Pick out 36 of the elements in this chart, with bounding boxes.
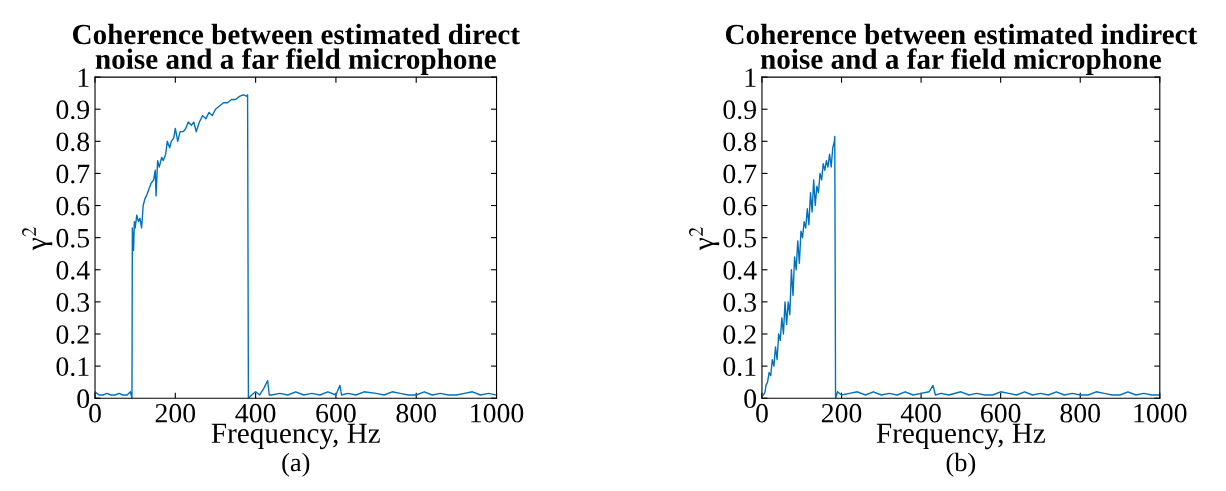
x-tick-label: 600	[316, 403, 356, 423]
y-tick-label: 0.1	[723, 357, 756, 377]
y-tick-label: 0.5	[56, 228, 90, 248]
y-tick-label: 0.4	[723, 260, 757, 280]
x-tick-label: 200	[821, 403, 862, 423]
y-tick-label: 0.1	[56, 357, 89, 377]
y-tick-label: 0.6	[723, 196, 757, 216]
x-tick-label: 800	[396, 403, 436, 423]
x-tick-label: 600	[981, 403, 1021, 423]
y-tick-label: 0.8	[56, 132, 90, 152]
y-tick-label: 0.3	[723, 293, 757, 312]
y-tick-label: 0.3	[56, 293, 90, 312]
x-tick-label: 200	[155, 403, 196, 423]
x-tick-label: 400	[235, 403, 276, 423]
y-tick-label: 0.2	[56, 325, 89, 345]
y-tick-label: 0.4	[56, 260, 90, 280]
y-axis-title: γ$^{2}$	[22, 227, 53, 251]
text: (b)	[946, 452, 976, 477]
y-tick-label: 0	[77, 389, 90, 409]
y-axis-title: γ$^{2}$	[688, 227, 720, 251]
x-axis-title: Frequency, Hz	[876, 423, 1045, 450]
y-tick-label: 0.7	[723, 164, 757, 184]
x-tick-label: 400	[900, 403, 941, 423]
x-axis-title: Frequency, Hz	[211, 423, 380, 450]
y-tick-label: 0.9	[723, 100, 756, 120]
y-tick-label: 0	[744, 389, 757, 409]
y-tick-label: 0.5	[723, 228, 757, 248]
y-tick-label: 0.2	[723, 325, 756, 345]
x-tick-label: 1000	[471, 403, 524, 423]
y-tick-label: 0.9	[56, 100, 90, 120]
x-tick-label: 1000	[1134, 403, 1187, 423]
y-tick-label: 0.7	[56, 164, 90, 184]
y-tick-label: 0.8	[723, 132, 757, 152]
x-tick-label: 800	[1060, 403, 1100, 423]
y-tick-label: 0.6	[56, 196, 90, 216]
text: (a)	[282, 452, 310, 477]
